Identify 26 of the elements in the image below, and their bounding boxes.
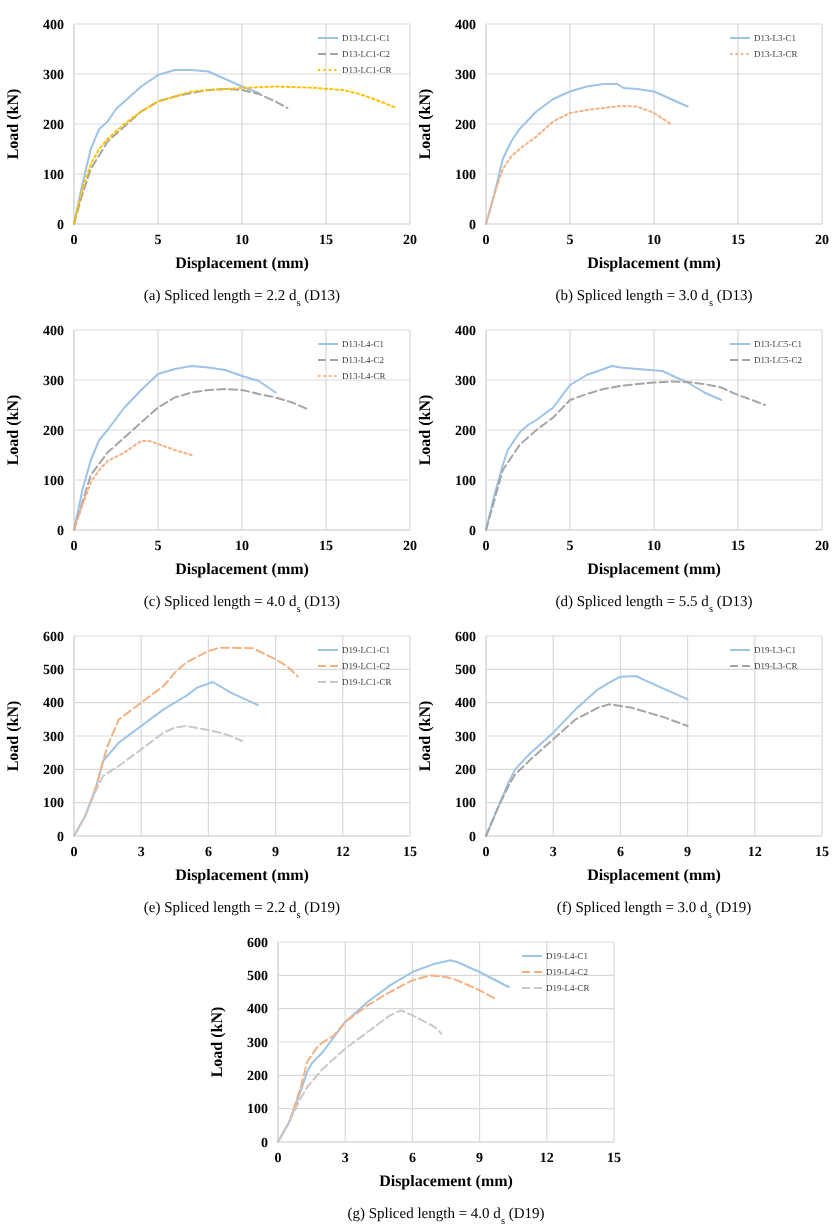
line-series bbox=[73, 69, 260, 225]
y-axis-title: Load (kN) bbox=[416, 87, 434, 160]
x-axis-title: Displacement (mm) bbox=[379, 1172, 514, 1190]
line-series bbox=[485, 105, 672, 225]
line-series bbox=[73, 88, 289, 225]
y-axis-title: Load (kN) bbox=[4, 393, 22, 466]
line-series bbox=[73, 440, 193, 531]
line-series bbox=[485, 703, 689, 837]
x-axis-title: Displacement (mm) bbox=[175, 254, 310, 272]
x-axis-title: Displacement (mm) bbox=[587, 254, 722, 272]
y-axis-title: Load (kN) bbox=[4, 87, 22, 160]
line-series bbox=[73, 85, 398, 225]
line-series bbox=[73, 388, 311, 531]
line-series bbox=[73, 365, 277, 531]
x-axis-title: Displacement (mm) bbox=[175, 560, 310, 578]
line-series bbox=[485, 380, 766, 531]
x-axis-title: Displacement (mm) bbox=[587, 866, 722, 884]
line-series bbox=[485, 83, 689, 225]
line-series bbox=[277, 1009, 443, 1143]
y-axis-title: Load (kN) bbox=[416, 699, 434, 772]
y-axis-title: Load (kN) bbox=[4, 699, 22, 772]
line-series bbox=[73, 725, 243, 837]
x-axis-title: Displacement (mm) bbox=[587, 560, 722, 578]
y-axis-title: Load (kN) bbox=[208, 1005, 226, 1078]
y-axis-title: Load (kN) bbox=[416, 393, 434, 466]
x-axis-title: Displacement (mm) bbox=[175, 866, 310, 884]
